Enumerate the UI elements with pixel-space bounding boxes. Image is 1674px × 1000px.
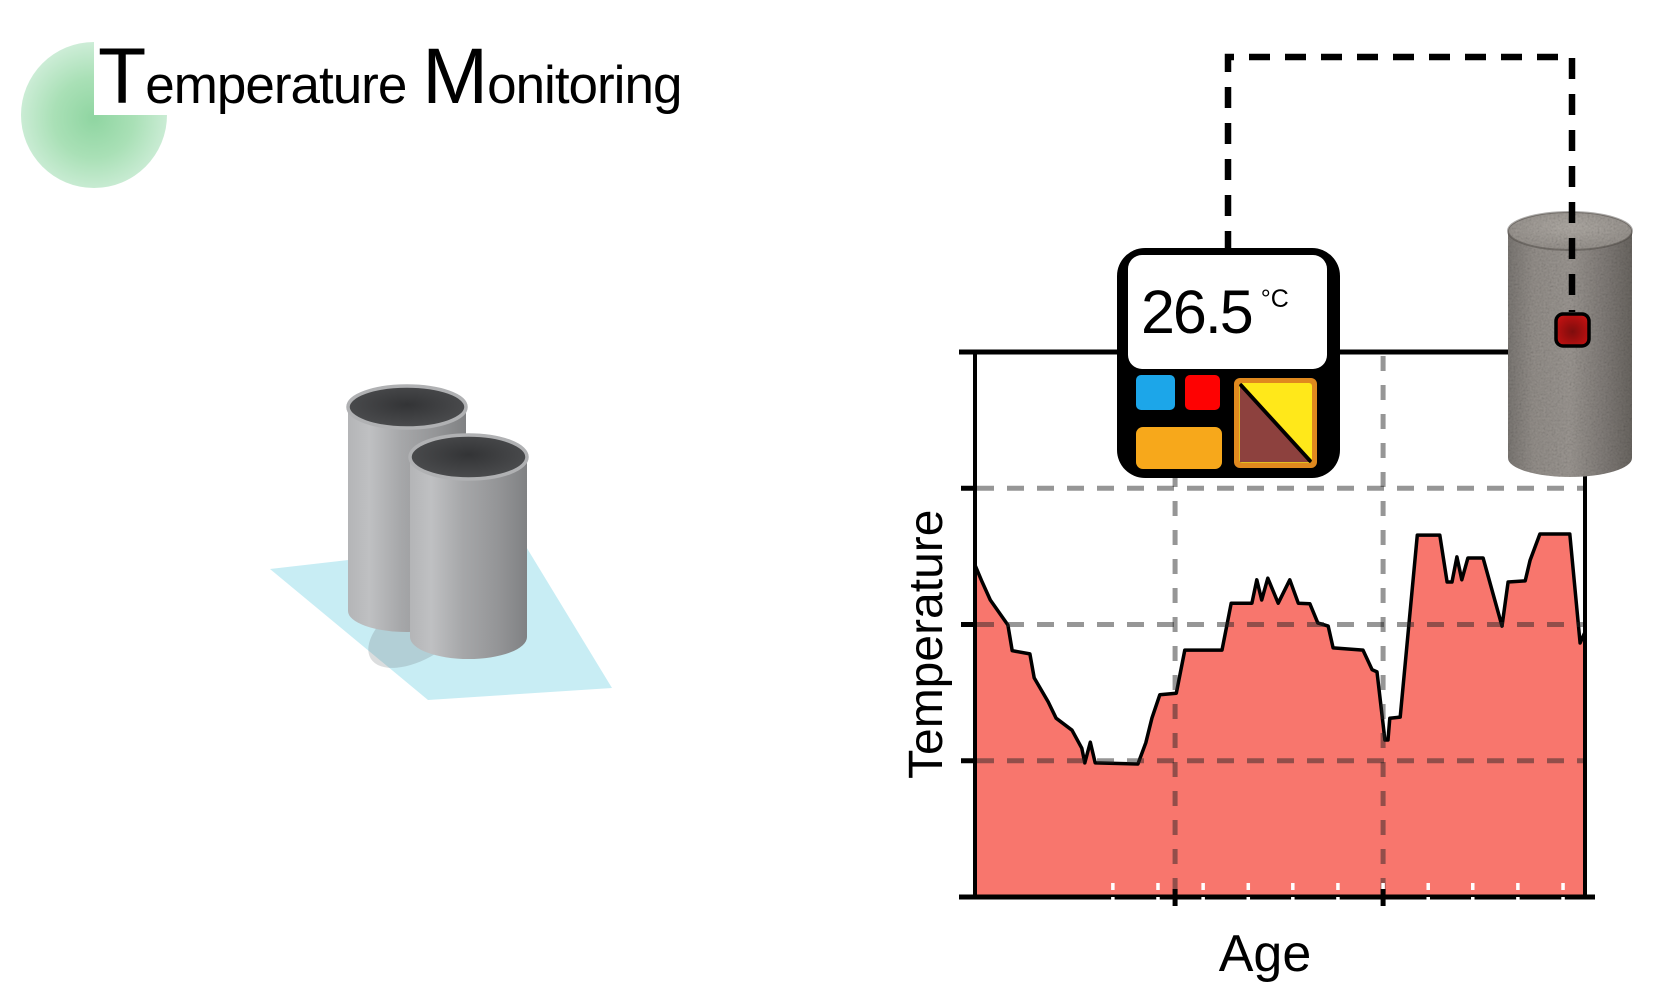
slide-title: Temperature Monitoring [98,30,682,122]
device-button-diagonal [1234,378,1317,468]
device-button-orange [1136,427,1222,469]
device-button-red [1185,375,1220,410]
diagonal-button-face [1239,383,1312,463]
title-word2-rest: onitoring [487,56,682,115]
device-button-blue [1136,375,1175,410]
title-decoration-mask [94,36,180,115]
x-axis-label: Age [1218,925,1312,983]
concrete-specimen-image [1507,211,1633,477]
device-display: 26.5 °C [1128,255,1327,369]
temperature-unit: °C [1260,284,1289,313]
title-word1-rest: emperature [145,56,407,115]
temperature-area-fill [975,534,1585,897]
title-word2-initial: M [422,31,488,120]
temperature-curve [973,532,1587,766]
temperature-sensor [1554,312,1591,348]
cylinder-molds-photo [270,384,612,700]
title-word1-initial: T [98,31,146,120]
temperature-logger-device: 26.5 °C [1117,248,1340,478]
mold-cylinder-front [408,433,529,659]
y-axis-label: Temperature [900,509,953,780]
temperature-reading: 26.5 [1141,278,1254,346]
